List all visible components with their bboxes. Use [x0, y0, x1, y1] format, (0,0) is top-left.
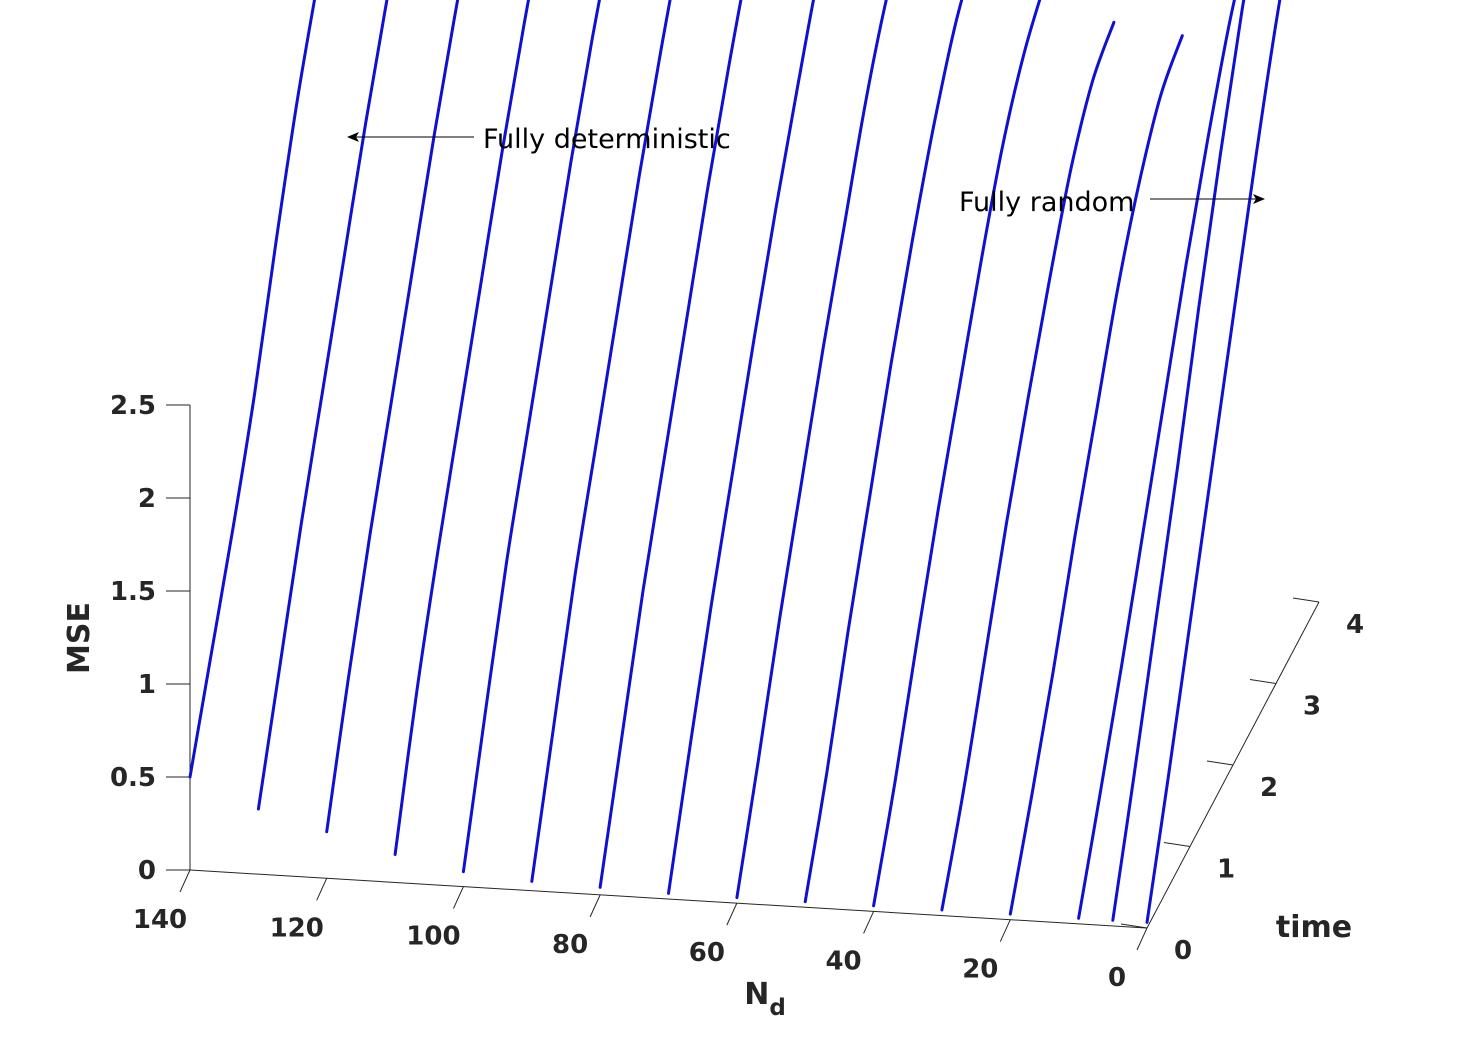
- x-tick-label: 80: [552, 930, 588, 960]
- series-lines: [188, 0, 1282, 924]
- series-line-nd-70: [667, 0, 815, 895]
- y-tick: [1249, 679, 1277, 684]
- annotation-fully-random: Fully random: [959, 187, 1134, 218]
- x-tick: [863, 911, 875, 934]
- x-tick: [179, 869, 191, 893]
- series-line-nd-80: [598, 0, 743, 889]
- z-tick-label: 2: [138, 484, 156, 514]
- x-tick-label: 100: [406, 922, 460, 952]
- x-axis-title: Nd: [744, 977, 786, 1021]
- z-axis-title: MSE: [62, 602, 97, 674]
- series-line-nd-20: [1008, 34, 1184, 916]
- x-tick-label: 40: [825, 946, 861, 976]
- series-line-nd-50: [803, 0, 964, 904]
- z-tick-label: 0: [138, 856, 156, 886]
- x-tick: [316, 878, 328, 901]
- series-line-nd-110: [393, 0, 530, 856]
- series-line-nd-10: [1077, 0, 1236, 920]
- y-tick: [1120, 923, 1148, 929]
- x-tick: [999, 919, 1011, 942]
- series-line-nd-30: [940, 20, 1116, 912]
- series-line-nd-5: [1111, 0, 1246, 922]
- annotation-fully-deterministic: Fully deterministic: [483, 124, 731, 155]
- x-tick: [589, 894, 601, 918]
- x-tick-label: 60: [689, 938, 725, 968]
- series-line-nd-100: [461, 0, 601, 874]
- x-tick-label: 0: [1108, 963, 1126, 993]
- y-tick: [1206, 760, 1234, 766]
- series-line-nd-140: [188, 0, 317, 779]
- x-tick: [726, 902, 738, 926]
- y-tick: [1163, 842, 1191, 847]
- z-tick-label: 2.5: [110, 391, 156, 421]
- y-tick-label: 3: [1303, 692, 1321, 722]
- y-tick-label: 1: [1217, 855, 1235, 885]
- series-line-nd-60: [735, 0, 888, 900]
- axes: 0204060801001201400123400.511.522.5Ndtim…: [62, 391, 1364, 1021]
- x-tick-label: 140: [133, 905, 187, 935]
- y-tick-label: 4: [1346, 610, 1364, 640]
- x-tick-label: 120: [270, 913, 324, 943]
- x-axis-line: [189, 869, 1148, 929]
- x-tick: [452, 886, 464, 909]
- x-tick: [1136, 927, 1148, 951]
- y-tick-label: 0: [1174, 936, 1192, 966]
- y-tick: [1292, 597, 1320, 603]
- annotations: Fully deterministic Fully random: [347, 124, 1265, 218]
- z-tick-label: 1: [138, 670, 156, 700]
- series-line-nd-130: [256, 0, 389, 811]
- z-tick-label: 0.5: [110, 763, 156, 793]
- series-line-nd-40: [872, 0, 1042, 908]
- series-line-nd-90: [530, 0, 672, 883]
- y-axis-title: time: [1276, 910, 1352, 945]
- x-tick-label: 20: [962, 955, 998, 985]
- z-tick-label: 1.5: [110, 577, 156, 607]
- series-line-nd-0: [1145, 0, 1282, 924]
- x-axis-title-subscript: d: [769, 995, 785, 1021]
- series-line-nd-120: [325, 0, 460, 834]
- y-tick-label: 2: [1260, 773, 1278, 803]
